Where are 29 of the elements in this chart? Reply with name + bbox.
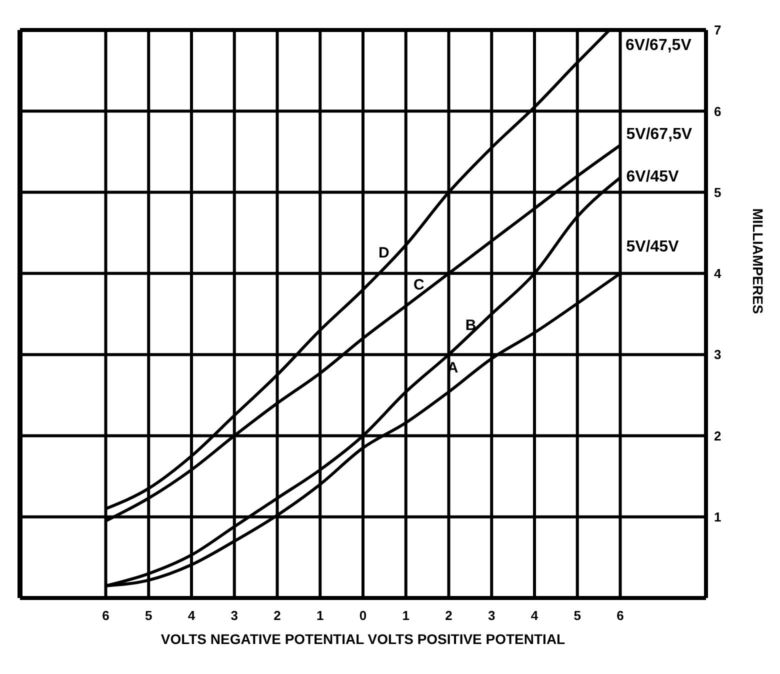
y-tick-label: 1 (714, 509, 722, 524)
y-axis-title: MILLIAMPERES (750, 208, 766, 314)
x-tick-label: 5 (574, 608, 581, 623)
x-tick-label: 3 (230, 608, 238, 623)
x-tick-label: 2 (274, 608, 281, 623)
x-tick-label: 4 (530, 608, 539, 623)
y-tick-label: 6 (714, 104, 722, 119)
x-axis-title: VOLTS NEGATIVE POTENTIAL VOLTS POSITIVE POTENTIAL (160, 631, 566, 647)
y-tick-label: 7 (714, 22, 722, 38)
x-tick-label: 6 (616, 608, 624, 623)
series-label: 5V/67,5V (626, 126, 692, 144)
y-tick-label: 2 (714, 428, 722, 444)
x-tick-label: 0 (359, 608, 367, 623)
y-tick-label: 3 (714, 347, 722, 362)
x-tick-label: 2 (445, 608, 452, 623)
x-tick-label: 3 (488, 608, 496, 623)
x-tick-label: 1 (316, 608, 324, 623)
x-tick-label: 5 (145, 608, 152, 623)
annotation: C (413, 276, 424, 294)
y-tick-label: 4 (714, 266, 722, 282)
series-label: 6V/67,5V (626, 37, 692, 54)
series-label: 6V/45V (626, 168, 680, 186)
x-tick-label: 6 (102, 608, 110, 623)
x-tick-label: 4 (188, 608, 196, 623)
series-label: 5V/45V (626, 238, 680, 256)
annotation: B (465, 317, 476, 334)
annotation: D (378, 244, 390, 262)
y-tick-label: 5 (714, 184, 722, 200)
x-tick-label: 1 (402, 608, 410, 623)
